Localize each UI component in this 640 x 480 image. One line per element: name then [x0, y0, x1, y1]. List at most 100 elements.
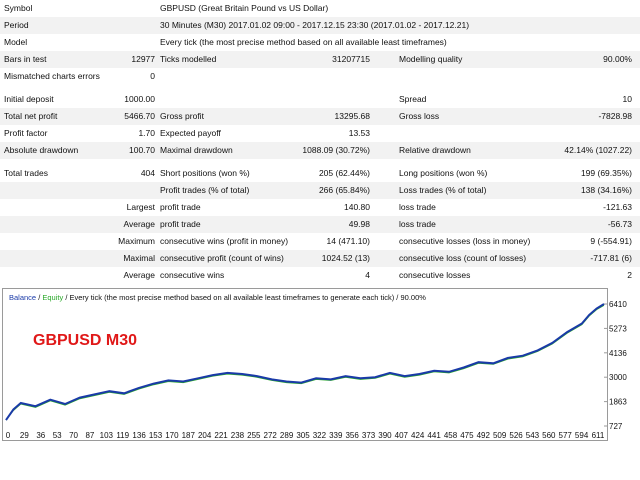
x-tick-label: 356	[345, 431, 359, 440]
x-tick-label: 458	[444, 431, 458, 440]
expected-payoff-value: 13.53	[348, 128, 370, 138]
y-tick-label: 4136	[609, 349, 627, 358]
initial-deposit-label: Initial deposit	[4, 94, 54, 104]
avg-cons-losses-value: 2	[627, 270, 632, 280]
chart-header-text: / Every tick (the most precise method ba…	[63, 293, 426, 302]
largest-loss-label: loss trade	[399, 202, 436, 212]
row-profit-trades: Profit trades (% of total) 266 (65.84%) …	[0, 182, 640, 199]
x-tick-label: 221	[214, 431, 228, 440]
bars-label: Bars in test	[4, 54, 47, 64]
x-tick-label: 305	[296, 431, 310, 440]
x-tick-label: 289	[280, 431, 294, 440]
row-symbol: Symbol GBPUSD (Great Britain Pound vs US…	[0, 0, 640, 17]
abs-drawdown-label: Absolute drawdown	[4, 145, 79, 155]
legend-separator: /	[36, 293, 43, 302]
loss-trades-label: Loss trades (% of total)	[399, 185, 487, 195]
profit-trades-value: 266 (65.84%)	[318, 185, 370, 195]
quality-value: 90.00%	[603, 54, 632, 64]
x-tick-label: 322	[313, 431, 327, 440]
avg-cons-wins-value: 4	[365, 270, 370, 280]
long-label: Long positions (won %)	[399, 168, 488, 178]
x-tick-label: 475	[460, 431, 474, 440]
largest-profit-value: 140.80	[344, 202, 370, 212]
chart-title: GBPUSD M30	[33, 332, 138, 349]
x-tick-label: 187	[182, 431, 196, 440]
equity-series-line	[5, 304, 605, 421]
period-value: 30 Minutes (M30) 2017.01.02 09:00 - 2017…	[160, 20, 470, 30]
x-tick-label: 543	[526, 431, 540, 440]
gross-profit-label: Gross profit	[160, 111, 204, 121]
max-drawdown-label: Maximal drawdown	[160, 145, 233, 155]
max-cons-wins-label: consecutive wins (profit in money)	[160, 236, 289, 246]
gross-profit-value: 13295.68	[334, 111, 370, 121]
x-tick-label: 136	[132, 431, 146, 440]
net-profit-value: 5466.70	[124, 111, 155, 121]
mismatched-value: 0	[150, 71, 155, 81]
x-tick-label: 170	[165, 431, 179, 440]
row-average: Average profit trade 49.98 loss trade -5…	[0, 216, 640, 233]
row-profit-factor: Profit factor 1.70 Expected payoff 13.53	[0, 125, 640, 142]
bars-value: 12977	[131, 54, 155, 64]
total-trades-value: 404	[140, 168, 155, 178]
y-tick-label: 6410	[609, 300, 627, 309]
ticks-label: Ticks modelled	[160, 54, 217, 64]
short-value: 205 (62.44%)	[318, 168, 370, 178]
chart-header: Balance / Equity / Every tick (the most …	[9, 293, 426, 302]
maximal-cons-profit-label: consecutive profit (count of wins)	[160, 253, 284, 263]
avg-cons-wins-label: consecutive wins	[160, 270, 225, 280]
balance-chart: Balance / Equity / Every tick (the most …	[0, 288, 640, 480]
x-tick-label: 238	[231, 431, 245, 440]
x-tick-label: 407	[395, 431, 409, 440]
row-largest: Largest profit trade 140.80 loss trade -…	[0, 199, 640, 216]
x-tick-label: 560	[542, 431, 556, 440]
spread-value: 10	[622, 94, 632, 104]
average-profit-value: 49.98	[348, 219, 370, 229]
row-bars: Bars in test 12977 Ticks modelled 312077…	[0, 51, 640, 68]
x-tick-label: 272	[264, 431, 278, 440]
row-period: Period 30 Minutes (M30) 2017.01.02 09:00…	[0, 17, 640, 34]
rel-drawdown-label: Relative drawdown	[399, 145, 471, 155]
short-label: Short positions (won %)	[160, 168, 250, 178]
x-tick-label: 204	[198, 431, 212, 440]
x-tick-label: 526	[509, 431, 523, 440]
maximal-label: Maximal	[123, 253, 155, 263]
ticks-value: 31207715	[332, 54, 370, 64]
legend-balance: Balance	[9, 293, 37, 302]
y-tick-label: 3000	[609, 373, 627, 382]
x-tick-label: 0	[6, 431, 11, 440]
test-report: Symbol GBPUSD (Great Britain Pound vs US…	[0, 0, 640, 284]
average-label: Average	[123, 219, 155, 229]
period-label: Period	[4, 20, 29, 30]
gross-loss-value: -7828.98	[598, 111, 632, 121]
profit-trades-label: Profit trades (% of total)	[160, 185, 250, 195]
gross-loss-label: Gross loss	[399, 111, 440, 121]
net-profit-label: Total net profit	[4, 111, 58, 121]
loss-trades-value: 138 (34.16%)	[580, 185, 632, 195]
initial-deposit-value: 1000.00	[124, 94, 155, 104]
average-profit-label: profit trade	[160, 219, 201, 229]
largest-loss-value: -121.63	[603, 202, 632, 212]
maximal-cons-loss-value: -717.81 (6)	[590, 253, 632, 263]
model-value: Every tick (the most precise method base…	[160, 37, 447, 47]
x-tick-label: 577	[559, 431, 573, 440]
symbol-value: GBPUSD (Great Britain Pound vs US Dollar…	[160, 3, 329, 13]
row-total-trades: Total trades 404 Short positions (won %)…	[0, 165, 640, 182]
row-maximal: Maximal consecutive profit (count of win…	[0, 250, 640, 267]
row-average-consecutive: Average consecutive wins 4 consecutive l…	[0, 267, 640, 284]
x-tick-label: 509	[493, 431, 507, 440]
y-tick-label: 5273	[609, 324, 627, 333]
x-tick-label: 119	[116, 431, 129, 440]
legend-equity: Equity	[42, 293, 64, 302]
spread-label: Spread	[399, 94, 427, 104]
largest-label: Largest	[126, 202, 155, 212]
chart-svg: 6410 5273 4136 3000 1863 727 0 29 36 53 70 87 103 119…	[5, 300, 627, 440]
x-tick-label: 373	[362, 431, 376, 440]
total-trades-label: Total trades	[4, 168, 48, 178]
profit-factor-value: 1.70	[138, 128, 155, 138]
average-loss-label: loss trade	[399, 219, 436, 229]
avg-cons-losses-label: consecutive losses	[399, 270, 471, 280]
x-tick-label: 103	[100, 431, 114, 440]
x-tick-label: 87	[85, 431, 94, 440]
model-label: Model	[4, 37, 28, 47]
x-tick-label: 53	[53, 431, 62, 440]
